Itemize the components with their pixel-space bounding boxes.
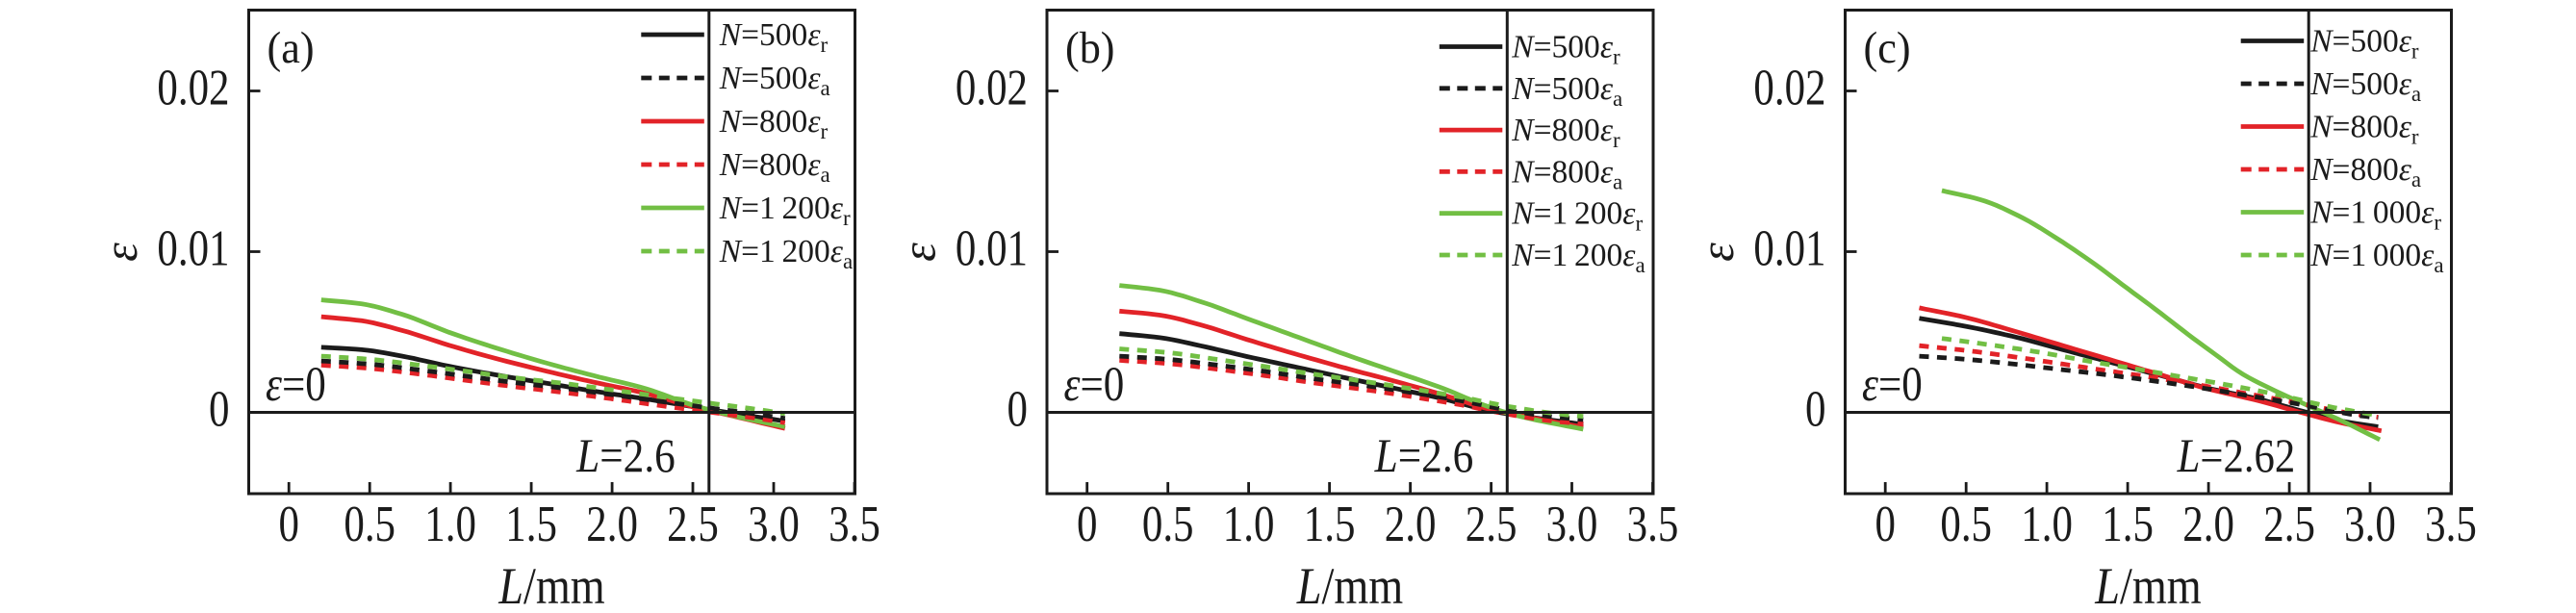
svg-text:L/mm: L/mm <box>497 557 604 613</box>
svg-text:N=500εa: N=500εa <box>2309 66 2421 106</box>
svg-text:1.5: 1.5 <box>505 497 557 552</box>
svg-text:0.5: 0.5 <box>1940 497 1992 552</box>
svg-text:N=500εa: N=500εa <box>719 61 830 100</box>
svg-text:0: 0 <box>278 497 298 552</box>
svg-text:L=2.6: L=2.6 <box>1374 429 1474 483</box>
svg-text:ε=0: ε=0 <box>266 358 326 412</box>
svg-text:N=1 200εr: N=1 200εr <box>1511 196 1643 236</box>
svg-text:2.5: 2.5 <box>667 497 719 552</box>
svg-text:1.0: 1.0 <box>2021 497 2073 552</box>
svg-text:2.5: 2.5 <box>2263 497 2315 552</box>
svg-text:1.0: 1.0 <box>1223 497 1275 552</box>
svg-text:0.5: 0.5 <box>344 497 395 552</box>
svg-text:N=800εa: N=800εa <box>2309 152 2421 192</box>
svg-text:3.0: 3.0 <box>2344 497 2396 552</box>
svg-text:N=500εr: N=500εr <box>719 17 829 57</box>
svg-text:N=500εr: N=500εr <box>2309 24 2419 64</box>
svg-text:ε=0: ε=0 <box>1862 358 1923 412</box>
svg-text:2.5: 2.5 <box>1466 497 1518 552</box>
svg-text:(a): (a) <box>268 22 315 73</box>
svg-text:L/mm: L/mm <box>2094 557 2201 613</box>
svg-text:N=1 200εa: N=1 200εa <box>719 234 853 273</box>
svg-text:0.01: 0.01 <box>1753 220 1825 276</box>
svg-text:N=800εa: N=800εa <box>719 147 830 187</box>
svg-text:3.0: 3.0 <box>748 497 800 552</box>
svg-text:N=1 200εa: N=1 200εa <box>1511 238 1645 277</box>
svg-text:L=2.62: L=2.62 <box>2177 430 2295 483</box>
svg-text:ε=0: ε=0 <box>1064 358 1125 412</box>
svg-text:3.5: 3.5 <box>1627 497 1679 552</box>
svg-text:0: 0 <box>1007 381 1028 437</box>
svg-text:N=800εr: N=800εr <box>2309 110 2419 149</box>
svg-text:0.02: 0.02 <box>956 60 1028 115</box>
svg-text:N=800εr: N=800εr <box>719 104 829 143</box>
svg-text:0: 0 <box>209 381 229 437</box>
svg-text:N=500εr: N=500εr <box>1511 30 1620 69</box>
svg-text:N=800εa: N=800εa <box>1511 154 1622 193</box>
svg-text:0.01: 0.01 <box>956 220 1028 276</box>
svg-text:2.0: 2.0 <box>1385 497 1437 552</box>
svg-text:0.5: 0.5 <box>1142 497 1194 552</box>
svg-text:N=800εr: N=800εr <box>1511 113 1620 152</box>
svg-text:3.5: 3.5 <box>829 497 880 552</box>
svg-text:L=2.6: L=2.6 <box>575 429 676 483</box>
svg-text:N=500εa: N=500εa <box>1511 71 1622 111</box>
svg-text:1.0: 1.0 <box>424 497 476 552</box>
svg-text:2.0: 2.0 <box>2182 497 2234 552</box>
svg-text:3.5: 3.5 <box>2425 497 2477 552</box>
svg-text:1.5: 1.5 <box>2102 497 2154 552</box>
svg-text:3.0: 3.0 <box>1546 497 1598 552</box>
svg-text:ε: ε <box>93 243 147 262</box>
svg-text:(c): (c) <box>1864 22 1911 73</box>
svg-text:N=1 200εr: N=1 200εr <box>719 191 851 230</box>
svg-text:2.0: 2.0 <box>586 497 638 552</box>
svg-text:N=1 000εr: N=1 000εr <box>2309 195 2441 235</box>
svg-text:0: 0 <box>1805 381 1825 437</box>
svg-text:0.02: 0.02 <box>1753 60 1825 115</box>
svg-text:L/mm: L/mm <box>1296 557 1403 613</box>
svg-text:0.02: 0.02 <box>157 60 229 115</box>
svg-text:ε: ε <box>892 243 946 262</box>
svg-text:0: 0 <box>1875 497 1895 552</box>
svg-text:ε: ε <box>1690 243 1744 262</box>
svg-text:N=1 000εa: N=1 000εa <box>2309 238 2443 277</box>
svg-text:1.5: 1.5 <box>1304 497 1356 552</box>
svg-text:0: 0 <box>1077 497 1097 552</box>
svg-text:(b): (b) <box>1065 22 1115 73</box>
svg-text:0.01: 0.01 <box>157 220 229 276</box>
